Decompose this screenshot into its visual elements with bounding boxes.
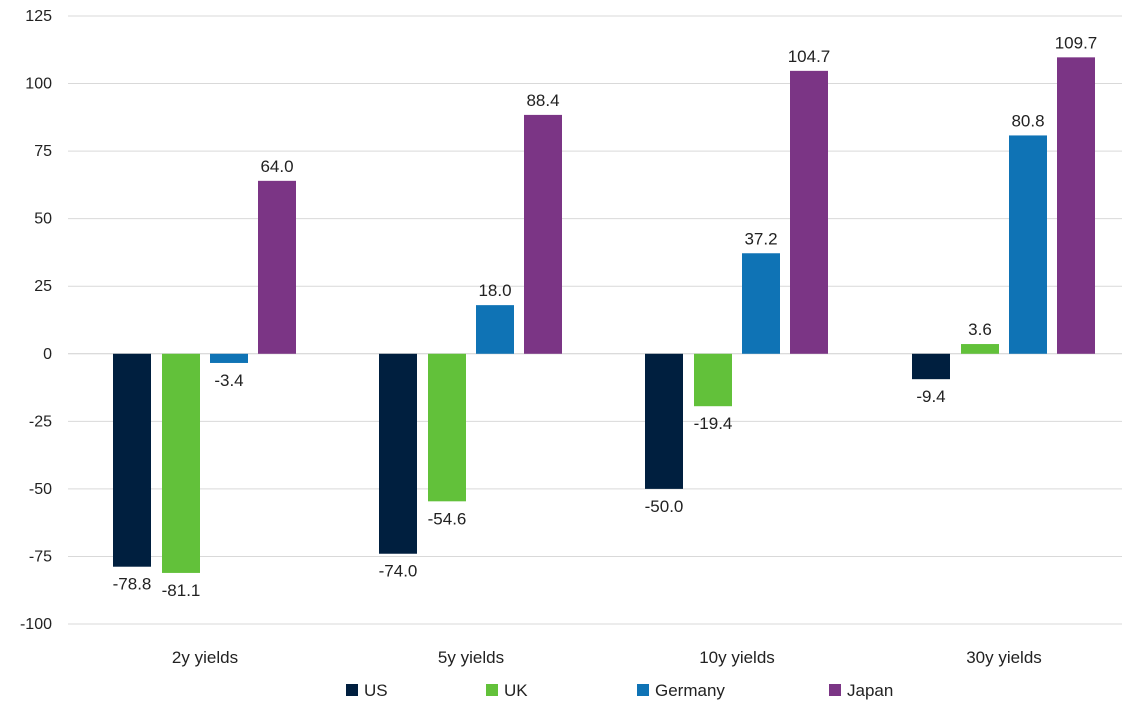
y-tick-label: -25 xyxy=(29,413,52,430)
x-category-label: 5y yields xyxy=(438,648,504,667)
data-label: 104.7 xyxy=(788,47,831,66)
bar-us-1 xyxy=(379,353,417,554)
bar-germany-3 xyxy=(1009,135,1047,354)
y-tick-label: 0 xyxy=(43,346,52,363)
bar-japan-3 xyxy=(1057,57,1095,354)
y-tick-label: 50 xyxy=(34,211,52,228)
data-label: -74.0 xyxy=(379,562,418,581)
x-category-label: 30y yields xyxy=(966,648,1042,667)
legend-swatch-uk xyxy=(486,684,498,696)
data-labels: -78.8 -74.0 -50.0 -9.4 -81.1 -54.6 -19.4 3.6 -3.… xyxy=(113,33,1098,600)
legend-label-japan: Japan xyxy=(847,681,893,700)
y-tick-label: 75 xyxy=(34,143,52,160)
data-label: 64.0 xyxy=(260,157,293,176)
legend-label-us: US xyxy=(364,681,388,700)
legend-swatch-us xyxy=(346,684,358,696)
y-tick-label: 25 xyxy=(34,278,52,295)
y-tick-label: -50 xyxy=(29,481,52,498)
bars xyxy=(113,57,1095,573)
bar-uk-3 xyxy=(961,344,999,354)
x-axis-category-labels: 2y yields 5y yields 10y yields 30y yields xyxy=(172,648,1042,667)
data-label: 109.7 xyxy=(1055,33,1098,52)
data-label: -54.6 xyxy=(428,509,467,528)
data-label: 3.6 xyxy=(968,320,992,339)
data-label: 37.2 xyxy=(744,229,777,248)
x-category-label: 2y yields xyxy=(172,648,238,667)
data-label: 18.0 xyxy=(478,281,511,300)
y-tick-label: -100 xyxy=(20,616,52,633)
bar-uk-1 xyxy=(428,353,466,502)
legend-swatch-japan xyxy=(829,684,841,696)
bar-germany-1 xyxy=(476,305,514,354)
bar-us-0 xyxy=(113,353,151,567)
data-label: -3.4 xyxy=(214,371,243,390)
legend-label-germany: Germany xyxy=(655,681,725,700)
data-label: 80.8 xyxy=(1011,111,1044,130)
x-category-label: 10y yields xyxy=(699,648,775,667)
bar-us-3 xyxy=(912,353,950,380)
bar-germany-2 xyxy=(742,253,780,354)
legend-label-uk: UK xyxy=(504,681,528,700)
bar-germany-0 xyxy=(210,353,248,363)
bar-uk-2 xyxy=(694,353,732,407)
data-label: -78.8 xyxy=(113,575,152,594)
y-tick-label: 125 xyxy=(25,8,52,25)
legend: US UK Germany Japan xyxy=(346,681,893,700)
y-tick-label: 100 xyxy=(25,76,52,93)
bar-uk-0 xyxy=(162,353,200,573)
y-tick-label: -75 xyxy=(29,548,52,565)
bar-us-2 xyxy=(645,353,683,489)
data-label: -9.4 xyxy=(916,387,945,406)
data-label: -81.1 xyxy=(162,581,201,600)
data-label: -19.4 xyxy=(694,414,733,433)
legend-swatch-germany xyxy=(637,684,649,696)
bar-japan-0 xyxy=(258,180,296,354)
data-label: 88.4 xyxy=(526,91,559,110)
bar-japan-1 xyxy=(524,114,562,354)
y-axis-tick-labels: 125 100 75 50 25 0 -25 -50 -75 -100 xyxy=(20,8,52,633)
bar-japan-2 xyxy=(790,70,828,354)
gridlines xyxy=(68,15,1122,625)
data-label: -50.0 xyxy=(645,497,684,516)
